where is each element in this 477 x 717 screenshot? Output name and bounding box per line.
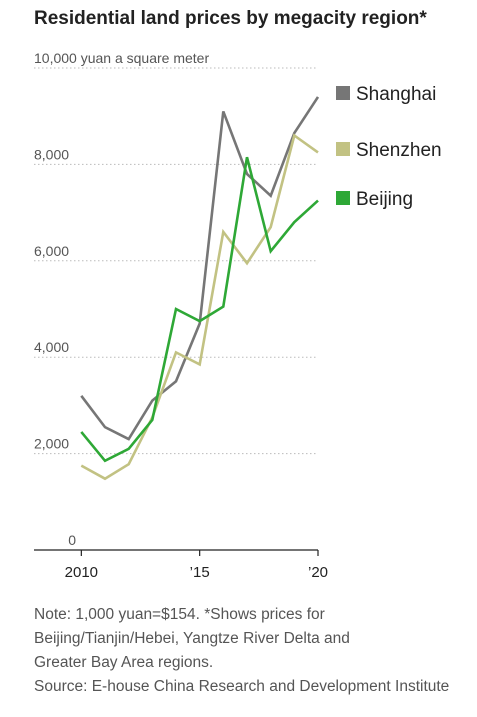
y-tick-label: 6,000 [34,243,69,259]
y-axis-ticks: 0 2,000 4,000 6,000 8,000 10,000 yuan a squar… [34,50,209,548]
line-chart: 0 2,000 4,000 6,000 8,000 10,000 yuan a squar… [34,50,442,581]
legend-swatch-shanghai [336,86,350,100]
legend-swatch-beijing [336,191,350,205]
note-line-1: Note: 1,000 yuan=$154. *Shows prices for [34,606,325,623]
legend: Shanghai Shenzhen Beijing [336,84,442,210]
chart-title: Residential land prices by megacity regi… [34,8,427,29]
y-tick-label: 2,000 [34,436,69,452]
note-line-2: Beijing/Tianjin/Hebei, Yangtze River Del… [34,630,350,647]
y-tick-label: 8,000 [34,146,69,162]
note-line-3: Greater Bay Area regions. [34,654,214,671]
legend-label-shanghai: Shanghai [356,84,436,105]
y-tick-label: 4,000 [34,339,69,355]
legend-label-shenzhen: Shenzhen [356,140,442,161]
legend-label-beijing: Beijing [356,189,413,210]
source-line: Source: E-house China Research and Devel… [34,678,450,695]
chart-notes: Note: 1,000 yuan=$154. *Shows prices for… [34,603,454,699]
x-tick-label: 2010 [65,564,98,581]
series-line-beijing [80,156,319,463]
y-tick-label: 0 [68,532,76,548]
y-tick-label: 10,000 yuan a square meter [34,50,209,66]
legend-swatch-shenzhen [336,142,350,156]
series-lines [80,96,320,481]
grid [34,67,318,455]
x-axis: 2010 ’15 ’20 [34,549,328,581]
x-tick-label: ’20 [308,564,328,581]
series-line-shanghai [80,96,320,441]
series-line-shenzhen [80,133,319,481]
x-tick-label: ’15 [190,564,210,581]
